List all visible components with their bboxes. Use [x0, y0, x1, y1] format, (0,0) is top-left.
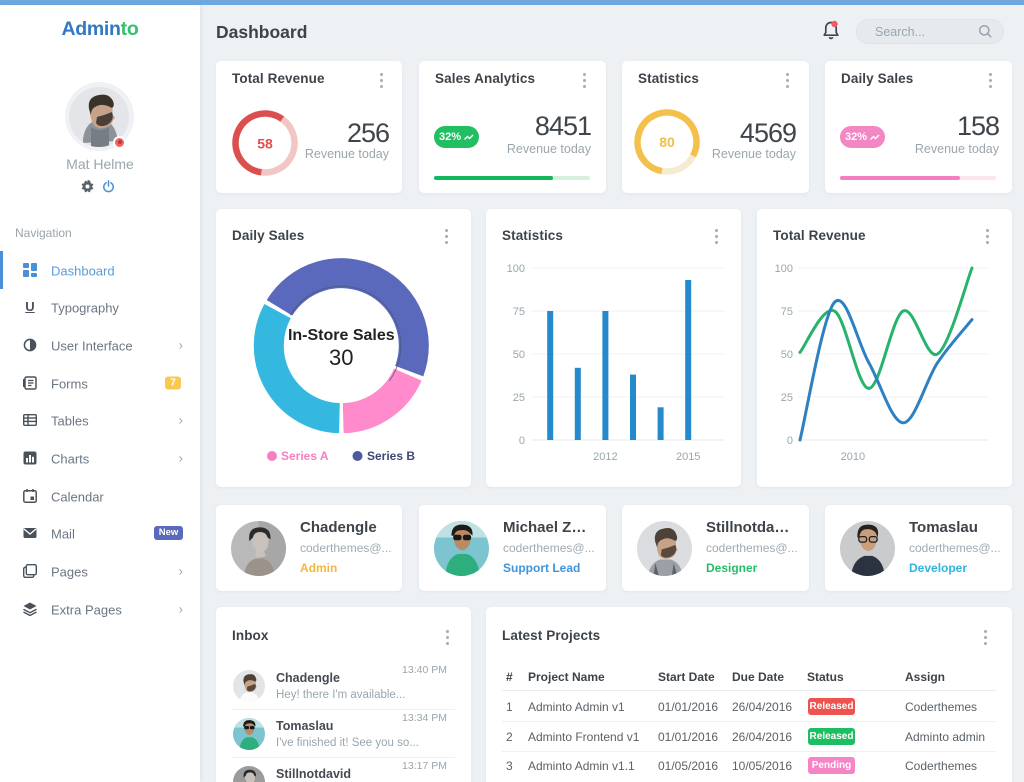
svg-text:Series B: Series B: [367, 449, 415, 463]
svg-text:100: 100: [507, 263, 525, 275]
svg-text:Series A: Series A: [281, 449, 329, 463]
svg-text:In-Store Sales: In-Store Sales: [288, 327, 395, 344]
svg-text:25: 25: [513, 392, 525, 404]
svg-text:0: 0: [519, 435, 525, 447]
svg-text:50: 50: [513, 349, 525, 361]
svg-text:75: 75: [781, 306, 793, 318]
svg-text:0: 0: [787, 435, 793, 447]
svg-text:25: 25: [781, 392, 793, 404]
svg-text:100: 100: [775, 263, 793, 275]
svg-text:58: 58: [257, 136, 273, 152]
svg-text:75: 75: [513, 306, 525, 318]
svg-text:80: 80: [659, 134, 675, 150]
svg-text:50: 50: [781, 349, 793, 361]
svg-text:2015: 2015: [676, 451, 700, 463]
svg-text:2012: 2012: [593, 451, 617, 463]
svg-text:30: 30: [329, 345, 353, 370]
svg-text:2010: 2010: [841, 451, 865, 463]
